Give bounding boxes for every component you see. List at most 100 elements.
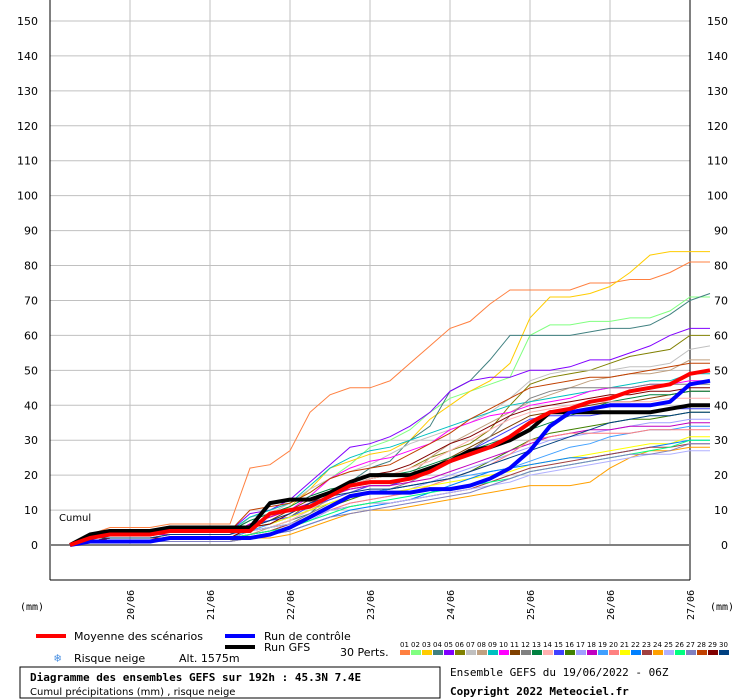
member-swatch	[554, 650, 564, 655]
y-tick-label-right: 20	[714, 469, 728, 482]
y-tick-label-right: 30	[714, 434, 728, 447]
y-tick-label-right: 110	[707, 155, 728, 168]
y-tick-label-left: 150	[17, 15, 38, 28]
member-line	[69, 411, 710, 546]
legend-mean-label: Moyenne des scénarios	[74, 630, 203, 643]
x-tick-label: 21/06	[206, 590, 217, 620]
member-swatch	[664, 650, 674, 655]
member-swatch	[620, 650, 630, 655]
y-tick-label-left: 110	[17, 155, 38, 168]
y-tick-label-right: 120	[707, 120, 728, 133]
y-tick-label-left: 90	[24, 225, 38, 238]
chart-subtitle: Cumul précipitations (mm) , risque neige	[30, 686, 235, 698]
y-tick-label-right: 60	[714, 329, 728, 342]
gfs-line	[69, 403, 710, 547]
y-tick-label-left: 100	[17, 190, 38, 203]
member-swatch	[477, 650, 487, 655]
y-tick-label-left: 20	[24, 469, 38, 482]
y-tick-label-left: 30	[24, 434, 38, 447]
control-line	[69, 378, 711, 547]
x-tick-label: 24/06	[446, 590, 457, 620]
member-number: 19	[598, 641, 607, 649]
member-number: 27	[686, 641, 695, 649]
cumul-label: Cumul	[59, 513, 91, 524]
y-tick-label-right: 50	[714, 364, 728, 377]
y-tick-label-left: 120	[17, 120, 38, 133]
member-number: 02	[411, 641, 420, 649]
member-number: 25	[664, 641, 673, 649]
unit-right-label: (mm)	[710, 602, 734, 613]
y-tick-label-left: 0	[31, 539, 38, 552]
y-tick-label-right: 10	[714, 504, 728, 517]
member-legend: 01 02 03 04 05 06 07 08 09 10 11 12 13 14 15 16 17 18 19 20…	[400, 641, 729, 655]
y-tick-label-left: 60	[24, 329, 38, 342]
copyright-label: Copyright 2022 Meteociel.fr	[450, 685, 629, 698]
x-tick-label: 26/06	[606, 590, 617, 620]
member-number: 11	[510, 641, 519, 649]
member-swatch	[653, 650, 663, 655]
legend-snow-label: Risque neige	[74, 652, 145, 665]
member-swatch	[642, 650, 652, 655]
y-tick-label-right: 40	[714, 399, 728, 412]
member-swatch	[598, 650, 608, 655]
member-swatch	[675, 650, 685, 655]
legend-control-label: Run de contrôle	[264, 630, 351, 643]
y-tick-label-right: 100	[707, 190, 728, 203]
y-tick-label-right: 70	[714, 294, 728, 307]
member-number: 15	[554, 641, 563, 649]
member-swatch	[565, 650, 575, 655]
y-tick-label-right: 140	[707, 50, 728, 63]
member-number: 23	[642, 641, 651, 649]
member-swatch	[719, 650, 729, 655]
member-number: 07	[466, 641, 475, 649]
member-number: 10	[499, 641, 508, 649]
y-tick-label-right: 0	[721, 539, 728, 552]
y-tick-label-left: 130	[17, 85, 38, 98]
member-number: 26	[675, 641, 684, 649]
x-tick-label: 20/06	[126, 590, 137, 620]
member-swatch	[422, 650, 432, 655]
member-number: 13	[532, 641, 541, 649]
y-tick-label-right: 90	[714, 225, 728, 238]
member-number: 17	[576, 641, 585, 649]
member-line	[69, 443, 710, 546]
member-number: 06	[455, 641, 464, 649]
member-number: 22	[631, 641, 640, 649]
member-number: 18	[587, 641, 596, 649]
y-tick-label-left: 80	[24, 260, 38, 273]
member-swatch	[510, 650, 520, 655]
member-swatch	[455, 650, 465, 655]
member-number: 28	[697, 641, 706, 649]
run-label: Ensemble GEFS du 19/06/2022 - 06Z	[450, 666, 669, 679]
member-line	[69, 261, 710, 546]
member-swatch	[686, 650, 696, 655]
member-swatch	[499, 650, 509, 655]
member-number: 08	[477, 641, 486, 649]
member-number: 29	[708, 641, 717, 649]
member-swatch	[444, 650, 454, 655]
member-swatch	[543, 650, 553, 655]
member-swatch	[521, 650, 531, 655]
member-number: 20	[609, 641, 618, 649]
member-number: 01	[400, 641, 409, 649]
y-tick-label-left: 70	[24, 294, 38, 307]
x-tick-label: 25/06	[526, 590, 537, 620]
member-number: 12	[521, 641, 530, 649]
x-tick-label: 27/06	[686, 590, 697, 620]
mean-line	[69, 368, 711, 547]
member-number: 24	[653, 641, 662, 649]
y-tick-label-left: 140	[17, 50, 38, 63]
series-lines	[69, 251, 711, 547]
legend-perts-label: 30 Perts.	[340, 646, 389, 659]
legend-altitude-label: Alt. 1575m	[179, 652, 240, 665]
y-tick-label-left: 10	[24, 504, 38, 517]
y-tick-label-right: 80	[714, 260, 728, 273]
member-swatch	[576, 650, 586, 655]
chart-title: Diagramme des ensembles GEFS sur 192h : …	[30, 671, 361, 684]
axes: 0 0 10 10 20 20 30 30 40 40 50 50 60 60 70 70 80 80 90 90 10…	[17, 0, 728, 620]
member-swatch	[466, 650, 476, 655]
member-number: 14	[543, 641, 552, 649]
member-swatch	[697, 650, 707, 655]
member-number: 05	[444, 641, 453, 649]
